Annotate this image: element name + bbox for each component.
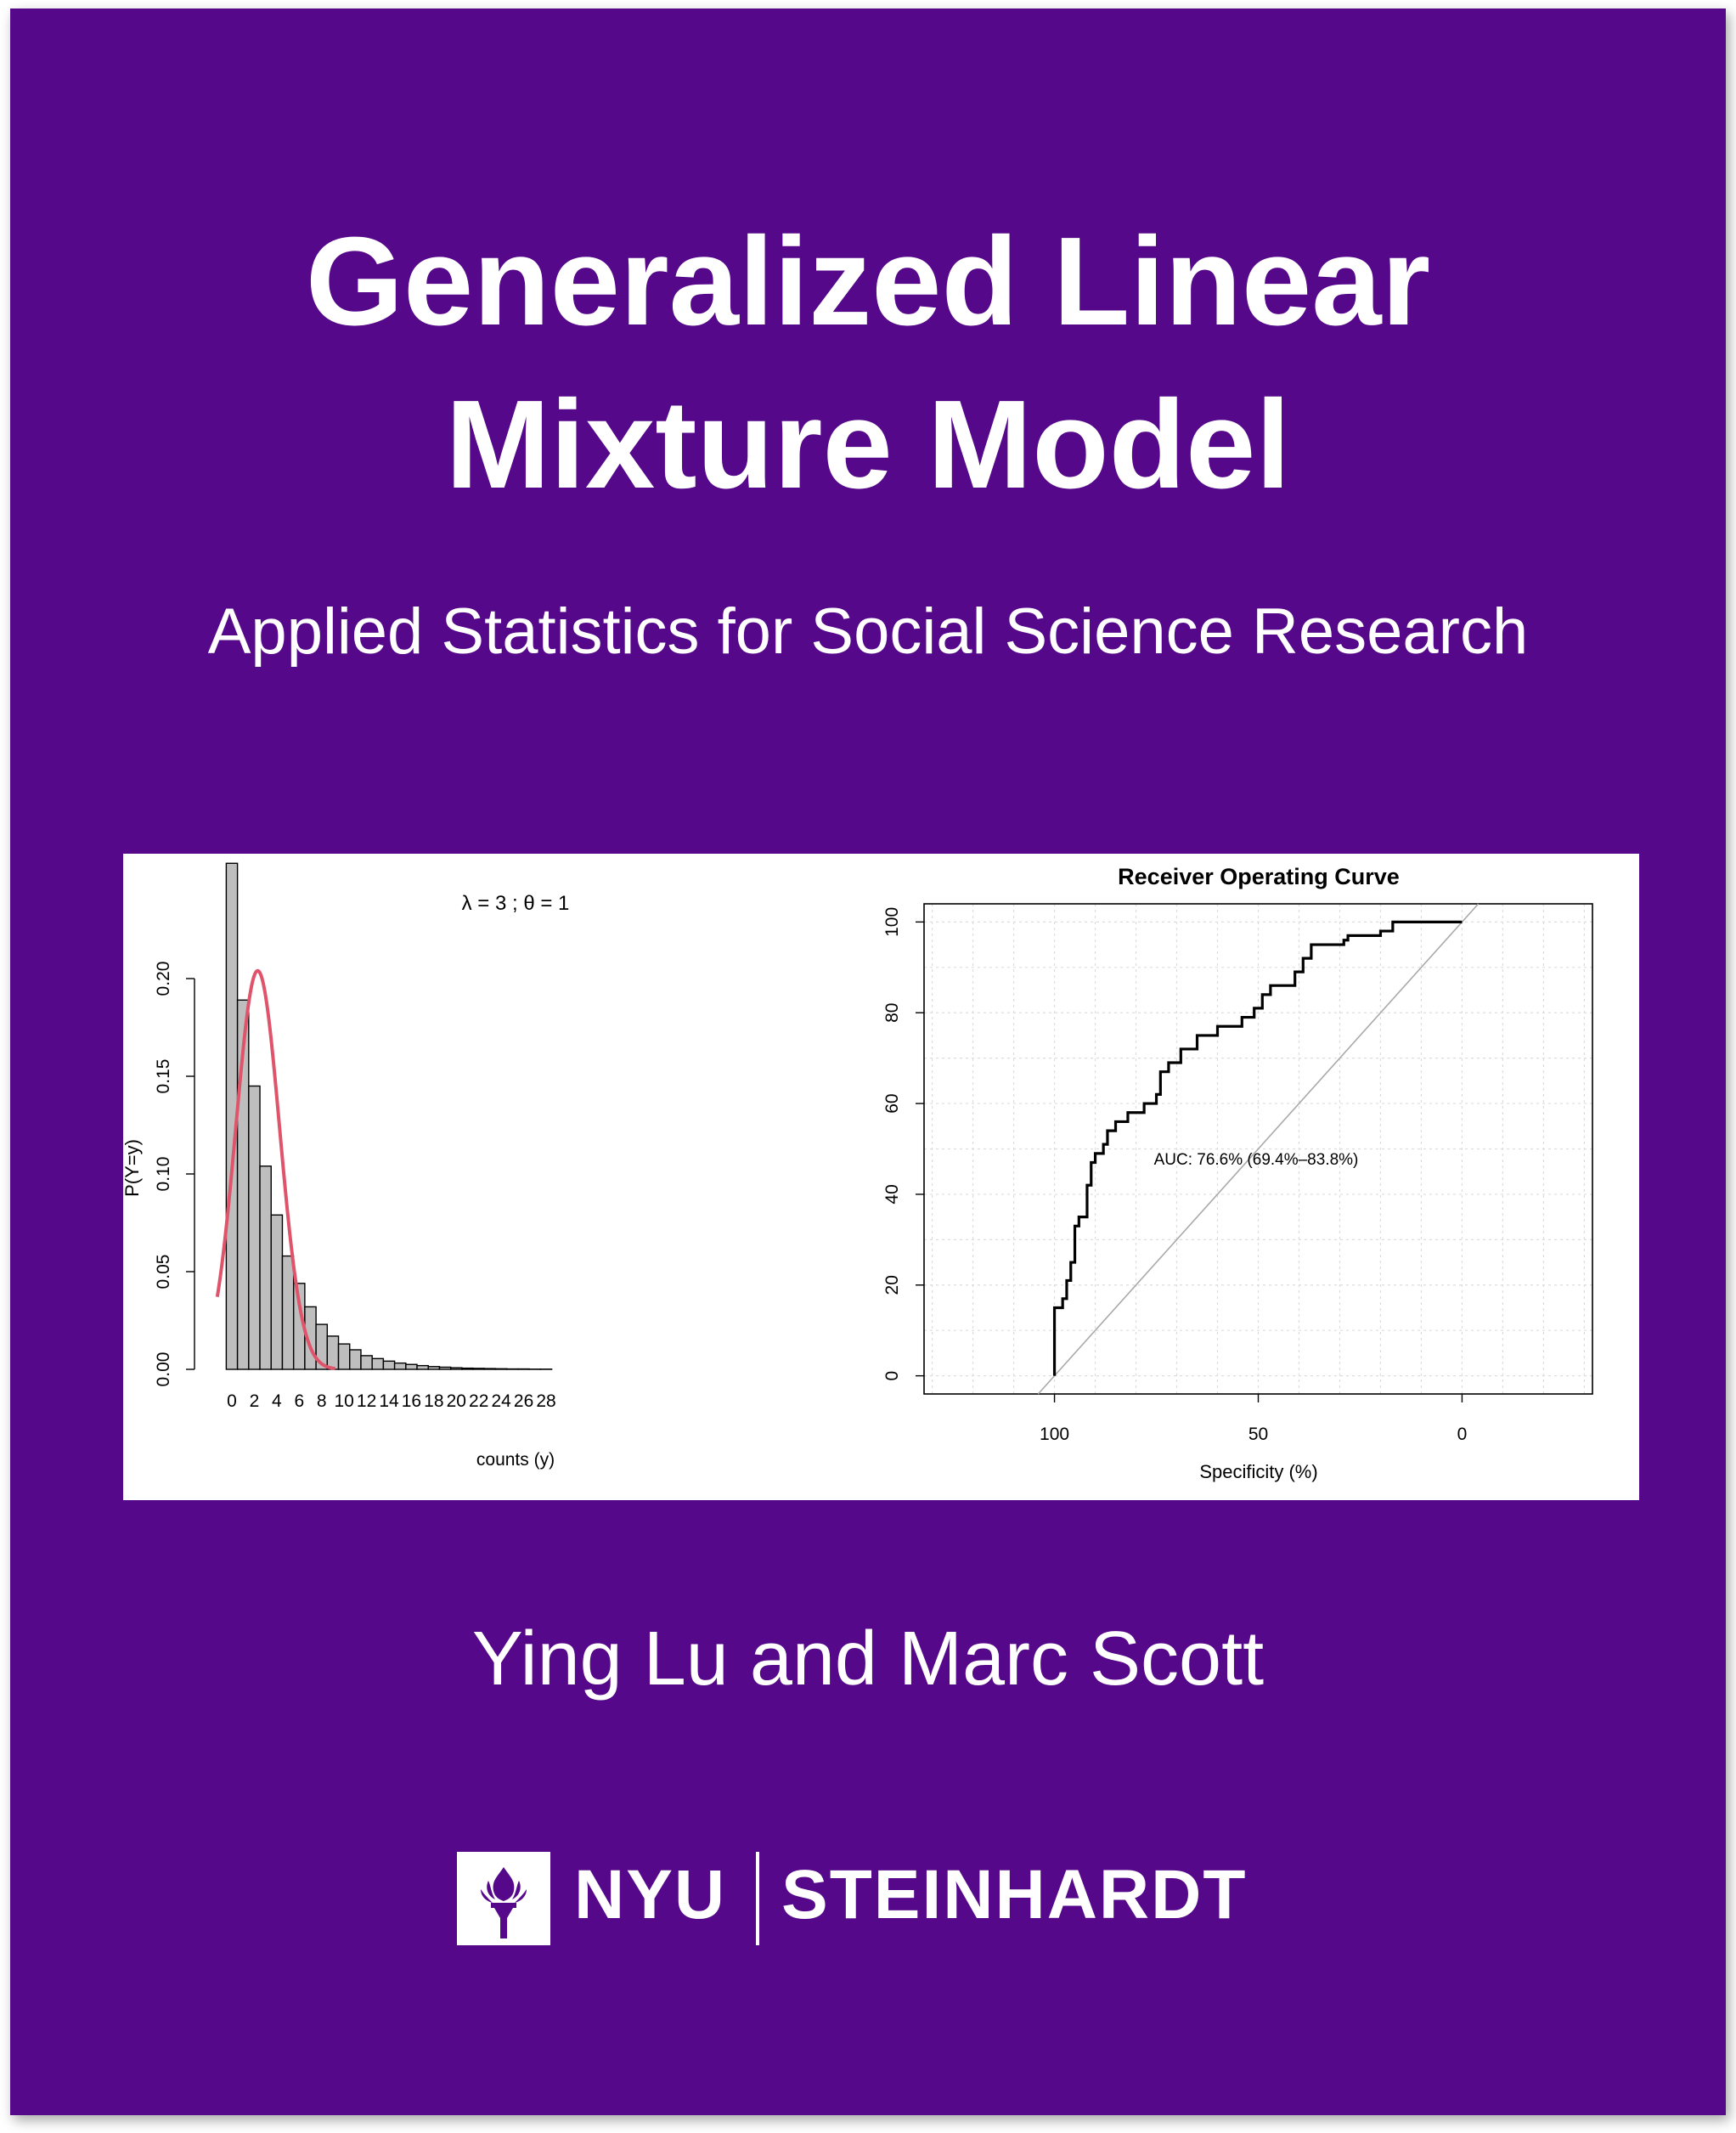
- roc-y-tick-label: 80: [882, 1003, 902, 1023]
- roc-curve: [1052, 920, 1463, 1376]
- roc-x-tick-label: 0: [1457, 1425, 1468, 1444]
- histogram-chart: λ = 3 ; θ = 1 P(Y=y) counts (y) 0.00 0.05…: [123, 862, 570, 1470]
- roc-y-tick-label: 60: [882, 1093, 902, 1113]
- histogram-ylabel: P(Y=y): [123, 1139, 143, 1197]
- histogram-x-tick-label: 0: [227, 1391, 237, 1411]
- histogram-bar: [326, 1335, 340, 1370]
- histogram-x-tick-label: 8: [317, 1391, 327, 1411]
- histogram-x-tick-label: 28: [536, 1391, 555, 1411]
- roc-chart: Receiver Operating Curve Specificity (%)…: [882, 864, 1593, 1482]
- histogram-bar: [270, 1214, 284, 1370]
- histogram-x-tick-label: 6: [294, 1391, 304, 1411]
- histogram-x-tick-label: 18: [424, 1391, 443, 1411]
- histogram-x-tick-label: 14: [379, 1391, 399, 1411]
- histogram-bars: [225, 862, 553, 1370]
- logo-brand-text: NYU: [574, 1856, 727, 1933]
- charts-svg: λ = 3 ; θ = 1 P(Y=y) counts (y) 0.00 0.05…: [123, 862, 1593, 1482]
- logo-school-text: STEINHARDT: [781, 1856, 1248, 1933]
- histogram-bar: [371, 1357, 385, 1370]
- histogram-density-curve: [215, 968, 335, 1371]
- histogram-bar: [281, 1255, 295, 1370]
- roc-auc-annotation: AUC: 76.6% (69.4%–83.8%): [1154, 1151, 1359, 1169]
- histogram-y-tick-label: 0.05: [154, 1255, 173, 1289]
- roc-y-tick-label: 100: [882, 907, 902, 937]
- histogram-bar: [427, 1366, 441, 1370]
- roc-x-axis: 100 50 0: [1040, 1394, 1467, 1444]
- histogram-x-tick-label: 12: [357, 1391, 376, 1411]
- histogram-bar: [248, 1085, 261, 1370]
- histogram-y-axis: 0.00 0.05 0.10 0.15 0.20: [154, 962, 195, 1387]
- histogram-bar: [405, 1363, 418, 1370]
- histogram-x-tick-label: 20: [447, 1391, 466, 1411]
- histogram-bar: [416, 1364, 429, 1370]
- histogram-x-tick-label: 26: [514, 1391, 533, 1411]
- histogram-bar: [349, 1349, 362, 1370]
- histogram-bar: [449, 1367, 463, 1370]
- roc-y-tick-label: 20: [882, 1275, 902, 1295]
- histogram-bar: [393, 1362, 407, 1370]
- torch-icon: [481, 1867, 527, 1938]
- histogram-xlabel: counts (y): [476, 1450, 555, 1470]
- cover-subtitle: Applied Statistics for Social Science Re…: [207, 595, 1529, 668]
- histogram-bar: [438, 1366, 452, 1370]
- histogram-y-tick-label: 0.15: [154, 1059, 173, 1094]
- histogram-bar: [472, 1368, 486, 1370]
- histogram-bar: [461, 1367, 474, 1370]
- cover-title-line2: Mixture Model: [445, 375, 1291, 515]
- roc-xlabel: Specificity (%): [1199, 1461, 1317, 1482]
- cover-authors: Ying Lu and Marc Scott: [471, 1617, 1265, 1701]
- figure-panel: λ = 3 ; θ = 1 P(Y=y) counts (y) 0.00 0.05…: [123, 854, 1639, 1500]
- logo-divider: [756, 1852, 759, 1945]
- histogram-y-tick-label: 0.10: [154, 1157, 173, 1192]
- histogram-bar: [337, 1343, 351, 1370]
- histogram-bar: [483, 1368, 497, 1370]
- roc-title: Receiver Operating Curve: [1118, 864, 1400, 889]
- roc-reference-diagonal: [1037, 903, 1480, 1395]
- logo-icon-box: [457, 1852, 550, 1945]
- histogram-y-tick-label: 0.20: [154, 962, 173, 996]
- histogram-x-axis: 0 2 4 6 8 10 12 14 16 18 20 22 24 26 28: [227, 1391, 556, 1411]
- histogram-x-tick-label: 10: [334, 1391, 353, 1411]
- cover-title-line1: Generalized Linear: [305, 212, 1431, 352]
- roc-y-axis: 0 20 40 60 80 100: [882, 907, 924, 1381]
- histogram-y-tick-label: 0.00: [154, 1352, 173, 1387]
- nyu-steinhardt-logo: NYU STEINHARDT: [457, 1852, 1272, 1945]
- histogram-bar: [494, 1368, 508, 1370]
- histogram-x-tick-label: 4: [272, 1391, 282, 1411]
- histogram-bar: [360, 1355, 373, 1370]
- histogram-bar: [382, 1360, 396, 1370]
- roc-x-tick-label: 50: [1248, 1425, 1268, 1444]
- roc-x-tick-label: 100: [1040, 1425, 1069, 1444]
- histogram-title: λ = 3 ; θ = 1: [462, 892, 570, 915]
- roc-y-tick-label: 40: [882, 1184, 902, 1204]
- histogram-x-tick-label: 24: [491, 1391, 511, 1411]
- histogram-bar: [259, 1165, 272, 1370]
- histogram-x-tick-label: 2: [250, 1391, 260, 1411]
- histogram-x-tick-label: 16: [402, 1391, 421, 1411]
- roc-y-tick-label: 0: [882, 1371, 902, 1381]
- histogram-x-tick-label: 22: [469, 1391, 488, 1411]
